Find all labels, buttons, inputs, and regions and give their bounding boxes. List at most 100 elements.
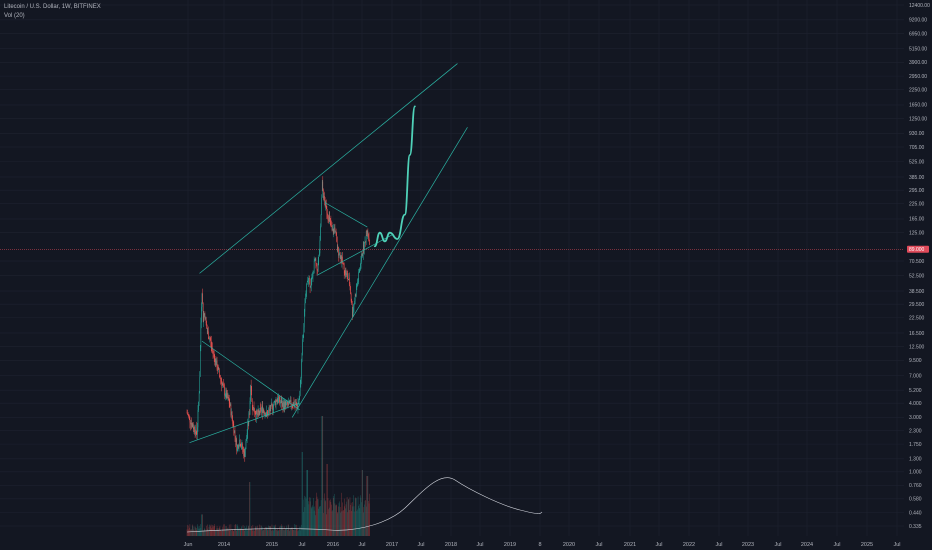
candle-body [215, 359, 217, 366]
volume-bar [200, 524, 201, 536]
candle-body [239, 439, 241, 446]
volume-bar [272, 530, 273, 536]
volume-bar [349, 510, 350, 536]
volume-bar [334, 493, 335, 536]
candle-body [278, 396, 280, 399]
price-axis-tick: 3.000 [909, 415, 922, 421]
volume-bar [227, 528, 228, 536]
volume-bar [200, 527, 202, 536]
volume-bar [229, 530, 231, 536]
candle-body [293, 402, 294, 406]
volume-bar [365, 500, 366, 536]
volume-bar [287, 524, 289, 536]
candle-body [315, 258, 317, 264]
candle-body [205, 317, 206, 320]
candle-body [280, 400, 282, 403]
volume-bar [342, 510, 344, 536]
volume-bar [305, 498, 307, 536]
volume-bar [300, 530, 302, 536]
price-axis-tick: 1.000 [909, 470, 922, 476]
volume-bar [282, 525, 283, 536]
volume-bar [258, 524, 260, 536]
candle-body [350, 293, 352, 302]
price-axis-tick: 4.000 [909, 401, 922, 407]
volume-bar [341, 492, 342, 536]
volume-bar [322, 416, 324, 536]
time-axis-tick: Jul [298, 542, 305, 548]
volume-bar [361, 470, 363, 536]
candle-body [201, 293, 203, 307]
candle-body [273, 404, 274, 409]
volume-bar [325, 500, 326, 536]
volume-bar [321, 416, 323, 536]
candle-body [237, 445, 239, 447]
candle-body [250, 385, 252, 392]
candle-body [221, 381, 222, 386]
volume-bar [230, 529, 231, 536]
volume-bar [234, 529, 235, 536]
volume-bar [337, 513, 339, 536]
candle-body [206, 323, 207, 329]
candle-body [310, 285, 311, 288]
price-axis-tick: 295.00 [909, 188, 925, 194]
candle-body [241, 443, 243, 447]
volume-bar [326, 464, 328, 536]
volume-bar [334, 503, 336, 536]
volume-bar [214, 524, 215, 536]
candle-body [198, 401, 199, 411]
volume-bar [196, 530, 198, 536]
volume-bar [269, 526, 271, 536]
volume-bar [267, 527, 268, 536]
candle-body [195, 426, 196, 434]
volume-bar [260, 525, 262, 536]
volume-bar [345, 504, 347, 536]
candle-body [322, 181, 324, 190]
volume-bar [253, 529, 254, 536]
volume-bar [197, 524, 198, 536]
volume-bar [288, 525, 289, 536]
candle-body [325, 202, 326, 207]
candle-body [298, 399, 300, 402]
candle-body [312, 276, 313, 278]
candle-body [311, 277, 313, 280]
price-axis-tick: 2.300 [909, 428, 922, 434]
volume-bar [365, 506, 367, 536]
volume-bar [213, 526, 215, 536]
volume-bar [286, 525, 287, 536]
volume-bar [256, 528, 258, 536]
candle-body [320, 214, 322, 227]
time-axis[interactable]: Jun 2014 2015 Jul 2016 Jul 2017 Jul 2018 Jul 2019 8… [184, 542, 901, 548]
candle-body [209, 338, 210, 340]
volume-bar [290, 528, 291, 536]
candle-body [354, 300, 355, 305]
candle-body [287, 404, 289, 406]
candle-body [268, 411, 269, 416]
volume-bar [321, 416, 322, 536]
candle-body [195, 426, 197, 433]
volume-bar [313, 510, 315, 536]
candle-body [293, 402, 295, 407]
volume-bar [305, 496, 306, 536]
volume-bar [287, 529, 288, 536]
price-axis-tick: 5.200 [909, 388, 922, 394]
candle-body [339, 252, 340, 255]
candle-body [214, 356, 215, 363]
candle-body [204, 313, 205, 316]
volume-bar [348, 498, 350, 536]
time-axis-tick: 2020 [563, 542, 575, 548]
candle-body [190, 422, 191, 425]
time-axis-tick: 2023 [742, 542, 754, 548]
volume-bar [360, 497, 362, 536]
candle-body [278, 398, 279, 402]
candle-body [348, 277, 350, 280]
volume-bar [332, 510, 333, 536]
candle-body [359, 270, 361, 272]
volume-bar [260, 529, 261, 536]
volume-bar [207, 528, 209, 536]
time-axis-tick: Jul [774, 542, 781, 548]
candle-body [357, 281, 358, 286]
price-axis[interactable]: 12400.00 9200.00 6950.00 5150.00 3900.00 2950… [909, 3, 930, 530]
volume-bar [309, 497, 310, 536]
candle-body [334, 227, 335, 229]
